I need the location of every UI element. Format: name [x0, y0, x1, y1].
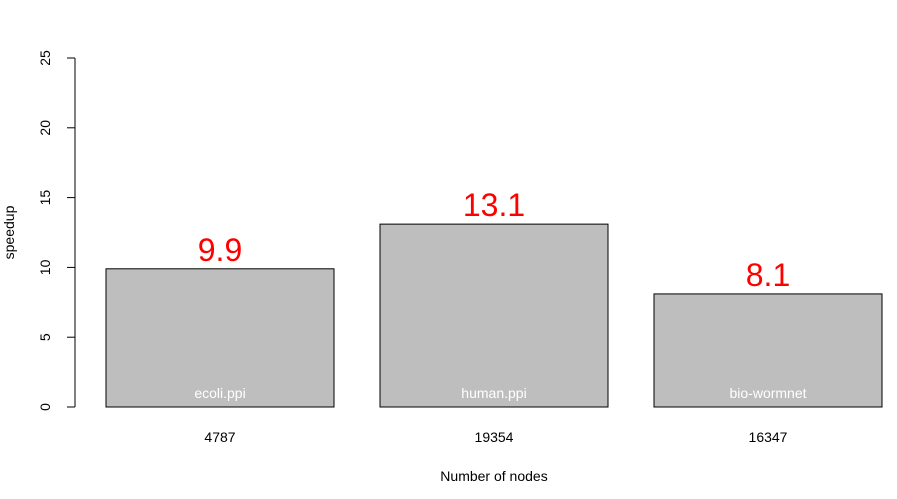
bar-dataset-label: human.ppi: [461, 385, 526, 401]
bar: [379, 223, 609, 408]
bar: [105, 268, 335, 408]
y-tick-label: 0: [37, 403, 53, 411]
bar-value-label: 9.9: [198, 232, 242, 268]
x-tick-label: 4787: [204, 429, 235, 445]
y-axis-title: speedup: [1, 205, 17, 259]
bar: [653, 293, 883, 408]
bar-dataset-label: bio-wormnet: [729, 385, 806, 401]
y-axis: 0 5 10 15 20 25: [37, 50, 76, 411]
x-axis-title: Number of nodes: [440, 468, 547, 484]
y-tick-label: 5: [37, 333, 53, 341]
bar-value-label: 13.1: [463, 187, 525, 223]
y-tick-label: 25: [37, 50, 53, 66]
y-tick-label: 10: [37, 259, 53, 275]
bars-group: 9.9 ecoli.ppi 13.1 human.ppi 8.1 bio-wormnet: [105, 187, 883, 408]
x-tick-label: 16347: [749, 429, 788, 445]
y-tick-label: 20: [37, 120, 53, 136]
x-tick-labels: 4787 19354 16347: [204, 429, 787, 445]
bar-dataset-label: ecoli.ppi: [194, 385, 245, 401]
y-tick-label: 15: [37, 190, 53, 206]
bar-value-label: 8.1: [746, 257, 790, 293]
x-tick-label: 19354: [475, 429, 514, 445]
